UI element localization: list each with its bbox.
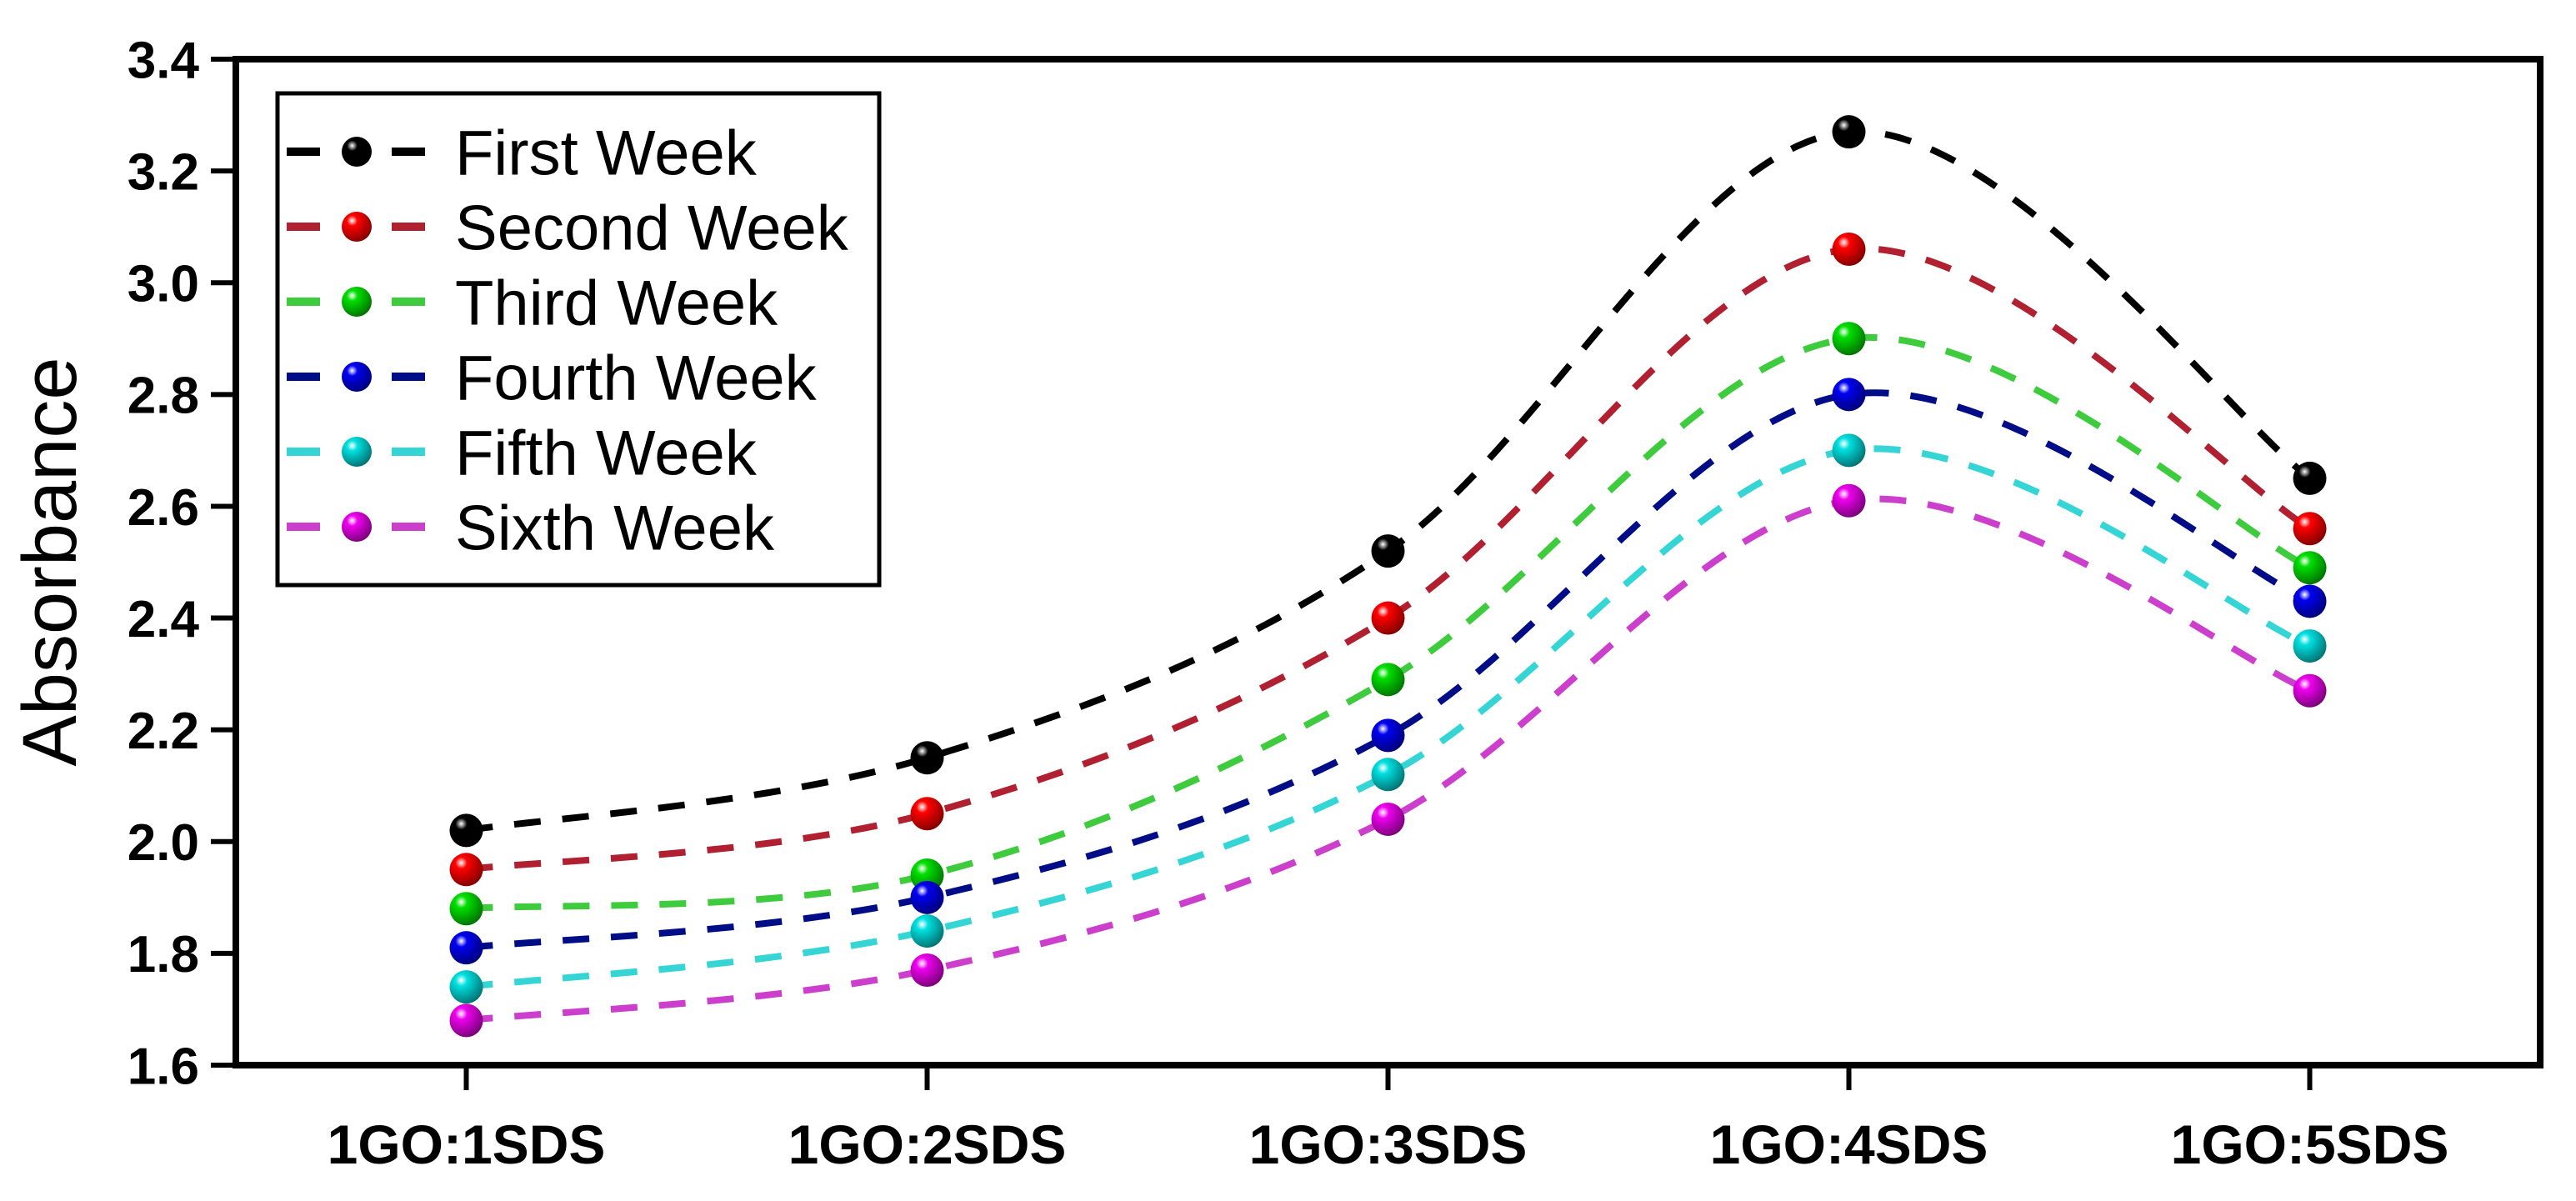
marker-second-week-1go-3sds <box>1371 601 1405 635</box>
x-tick-label-1go-1sds: 1GO:1SDS <box>328 1113 606 1175</box>
marker-third-week-1go-3sds <box>1371 663 1405 697</box>
legend-marker-third-week-icon <box>342 287 372 317</box>
legend-label-first-week: First Week <box>455 118 758 188</box>
y-tick-label-2.2: 2.2 <box>128 703 199 760</box>
series-line-first-week <box>465 128 2312 834</box>
marker-fifth-week-1go-4sds <box>1832 433 1866 468</box>
y-tick-label-3.4: 3.4 <box>128 32 200 89</box>
marker-fourth-week-1go-2sds <box>910 880 944 914</box>
marker-fifth-week-1go-1sds <box>449 970 483 1004</box>
x-tick-label-1go-5sds: 1GO:5SDS <box>2171 1113 2449 1175</box>
legend-box <box>275 91 882 588</box>
legend-marker-fourth-week-icon <box>342 362 372 392</box>
marker-sixth-week-1go-4sds <box>1832 483 1866 518</box>
marker-fifth-week-1go-5sds <box>2293 629 2327 663</box>
y-tick-label-2.8: 2.8 <box>128 368 199 425</box>
legend-label-sixth-week: Sixth Week <box>455 493 775 563</box>
y-tick-label-1.8: 1.8 <box>128 926 199 983</box>
y-axis-title: Absorbance <box>8 358 93 767</box>
y-tick-label-2.6: 2.6 <box>128 479 199 537</box>
marker-sixth-week-1go-3sds <box>1371 802 1405 836</box>
marker-sixth-week-1go-1sds <box>449 1003 483 1038</box>
marker-sixth-week-1go-5sds <box>2293 673 2327 708</box>
marker-first-week-1go-5sds <box>2293 461 2327 495</box>
legend-label-third-week: Third Week <box>455 268 778 338</box>
y-tick-label-1.6: 1.6 <box>128 1038 199 1095</box>
series-line-sixth-week <box>466 495 2312 1024</box>
marker-fourth-week-1go-5sds <box>2293 584 2327 618</box>
y-tick-label-2.4: 2.4 <box>128 591 200 648</box>
x-tick-label-1go-3sds: 1GO:3SDS <box>1249 1113 1528 1175</box>
marker-fourth-week-1go-3sds <box>1371 718 1405 753</box>
legend-marker-sixth-week-icon <box>342 512 372 542</box>
marker-fourth-week-1go-4sds <box>1832 378 1866 412</box>
marker-third-week-1go-4sds <box>1832 322 1866 356</box>
y-tick-label-3.2: 3.2 <box>128 143 199 201</box>
marker-second-week-1go-5sds <box>2293 512 2327 546</box>
x-tick-label-1go-2sds: 1GO:2SDS <box>788 1113 1067 1175</box>
marker-first-week-1go-3sds <box>1371 534 1405 568</box>
marker-sixth-week-1go-2sds <box>910 953 944 988</box>
x-tick-label-1go-4sds: 1GO:4SDS <box>1710 1113 1988 1175</box>
marker-first-week-1go-1sds <box>449 813 483 848</box>
legend-marker-fifth-week-icon <box>342 437 372 467</box>
marker-third-week-1go-5sds <box>2293 551 2327 585</box>
legend-marker-second-week-icon <box>342 212 372 242</box>
legend-marker-first-week-icon <box>342 137 372 167</box>
marker-fifth-week-1go-2sds <box>910 914 944 948</box>
marker-third-week-1go-1sds <box>449 892 483 926</box>
series-line-second-week <box>466 245 2312 873</box>
marker-first-week-1go-4sds <box>1832 115 1866 149</box>
marker-fifth-week-1go-3sds <box>1371 758 1405 792</box>
y-tick-label-2.0: 2.0 <box>128 814 199 872</box>
legend-label-fourth-week: Fourth Week <box>455 343 818 413</box>
marker-first-week-1go-2sds <box>910 741 944 775</box>
marker-second-week-1go-2sds <box>910 797 944 831</box>
legend-label-fifth-week: Fifth Week <box>455 418 758 488</box>
marker-fourth-week-1go-1sds <box>449 931 483 965</box>
marker-second-week-1go-1sds <box>449 853 483 887</box>
marker-second-week-1go-4sds <box>1832 232 1866 266</box>
y-tick-label-3.0: 3.0 <box>128 256 199 313</box>
series-line-fifth-week <box>466 445 2312 991</box>
series-line-fourth-week <box>466 389 2312 952</box>
legend-label-second-week: Second Week <box>455 193 849 263</box>
